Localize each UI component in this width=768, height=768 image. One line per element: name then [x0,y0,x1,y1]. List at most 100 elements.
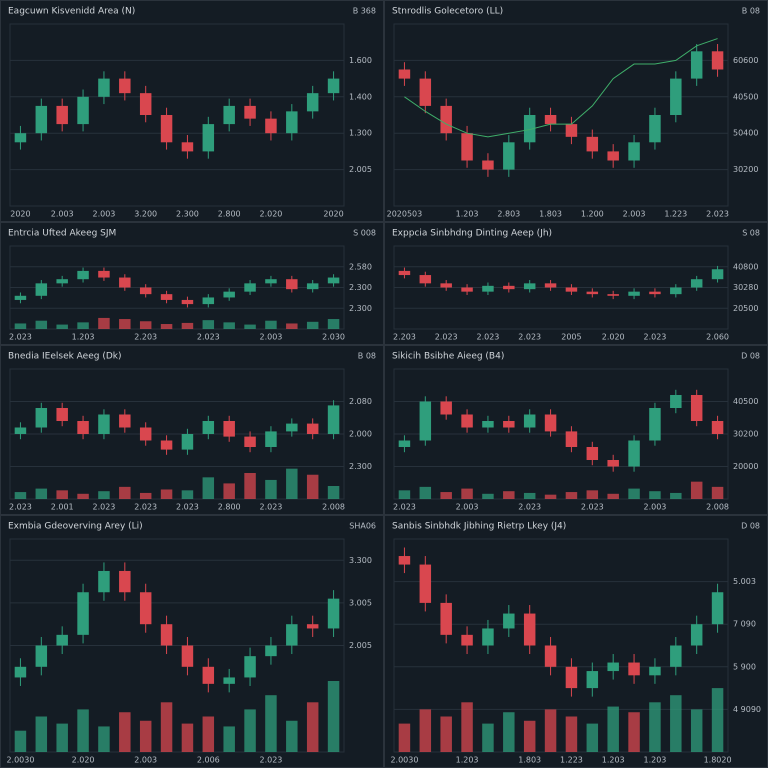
volume-bar [649,491,661,499]
candle-body [306,423,319,434]
candle-body [223,421,235,437]
candle-body [160,115,173,143]
candle-body [711,51,724,70]
y-tick-label: 7 090 [733,620,756,629]
candle-body [223,291,235,298]
candle-body [482,285,494,292]
candle-body [461,287,473,292]
volume-bar [482,723,494,752]
candle-body [98,78,110,97]
x-tick-label: 2.203 [134,333,157,342]
x-tick-label: 2.006 [197,756,220,765]
candle-body [14,666,27,678]
candle-body [181,645,194,667]
x-tick-label: 1.203 [602,756,625,765]
y-tick-label: 3.300 [349,556,372,565]
x-tick-label: 2.003 [456,503,479,512]
x-tick-label: 1.200 [581,210,604,219]
x-tick-label: 2.003 [92,210,115,219]
volume-bar [306,474,319,499]
y-tick-label: 40500 [733,397,758,406]
corner-label: S 008 [353,229,376,238]
candle-body [607,460,619,467]
candle-body [670,287,682,295]
volume-bar [327,681,340,752]
y-tick-label: 30280 [733,283,758,292]
candle-body [306,624,319,629]
volume-bar [244,709,256,752]
panel-title: Sanbis Sinbhdk Jibhing Rietrp Lkey (J4) [392,522,566,532]
volume-bar [35,320,48,329]
x-tick-label: 2.023 [134,503,157,512]
candle-body [56,634,68,646]
candle-body [503,285,515,290]
candle-body [398,69,411,79]
candle-body [544,115,557,125]
volume-bar [56,723,68,752]
candle-body [244,105,256,119]
panel-title: Exppcia Sinbhdng Dinting Aeep (Jh) [392,229,552,239]
y-tick-label: 2.080 [349,397,372,406]
volume-bar [503,491,515,499]
y-tick-label: 40500 [733,92,758,101]
candle-body [327,277,340,284]
plot-area [393,23,729,207]
candle-body [544,283,557,288]
candle-body [14,133,27,143]
volume-bar [98,317,110,329]
y-tick-label: 50400 [733,129,758,138]
candle-body [181,434,194,450]
volume-bar [503,712,515,752]
candle-body [398,556,411,565]
candle-body [181,299,194,305]
candle-body [35,283,48,296]
candle-body [419,564,432,603]
x-tick-label: 2.800 [218,210,241,219]
volume-bar [14,323,27,329]
y-tick-label: 1.300 [349,129,372,138]
x-tick-label: 1.803 [518,756,541,765]
x-tick-label: 2.803 [497,210,520,219]
volume-bar [139,720,152,752]
volume-bar [181,490,194,499]
volume-bar [160,702,173,752]
volume-bar [286,323,298,329]
x-tick-label: 2.023 [92,503,115,512]
y-tick-label: 60600 [733,56,758,65]
candle-body [544,414,557,432]
volume-bar [265,695,277,752]
candle-body [649,291,661,295]
candle-body [419,401,432,441]
candle-body [649,115,661,143]
y-tick-label: 3.005 [349,598,372,607]
candle-body [482,160,494,170]
candle-body [286,111,298,134]
candle-body [265,279,277,284]
candle-body [398,440,411,447]
candle-body [503,142,515,170]
volume-bar [461,702,473,752]
x-tick-label: 2.020 [259,210,282,219]
x-tick-label: 1.203 [72,333,95,342]
volume-bar [223,726,235,752]
candle-body [327,598,340,629]
candle-body [607,294,619,296]
volume-bar [14,730,27,752]
volume-bar [523,720,536,752]
candle-body [327,405,340,434]
corner-label: S 08 [742,229,760,238]
y-tick-label: 5.003 [733,577,756,586]
volume-bar [98,726,110,752]
candle-body [139,287,152,295]
candle-body [265,431,277,447]
x-tick-label: 2.023 [518,333,541,342]
candle-body [690,395,703,421]
candle-body [628,291,640,296]
x-tick-label: 2.203 [393,333,416,342]
y-tick-label: 1.600 [349,56,372,65]
volume-bar [461,488,473,499]
volume-bar [544,709,557,752]
volume-bar [265,479,277,499]
y-tick-label: 2.005 [349,165,372,174]
